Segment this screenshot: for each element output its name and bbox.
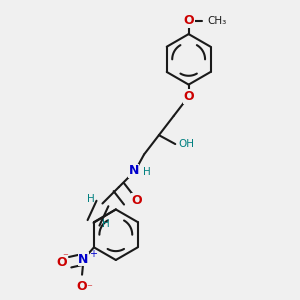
Text: H: H xyxy=(102,219,110,229)
Text: O: O xyxy=(183,14,194,27)
Text: H: H xyxy=(87,194,95,204)
Text: ⁻: ⁻ xyxy=(86,283,92,293)
Text: ⁻: ⁻ xyxy=(62,252,68,262)
Text: N: N xyxy=(78,253,89,266)
Text: O: O xyxy=(77,280,87,293)
Text: O: O xyxy=(56,256,67,269)
Text: O: O xyxy=(183,90,194,103)
Text: CH₃: CH₃ xyxy=(207,16,226,26)
Text: N: N xyxy=(128,164,139,177)
Text: O: O xyxy=(132,194,142,207)
Text: OH: OH xyxy=(179,139,195,149)
Text: +: + xyxy=(89,249,97,259)
Text: H: H xyxy=(142,167,150,177)
